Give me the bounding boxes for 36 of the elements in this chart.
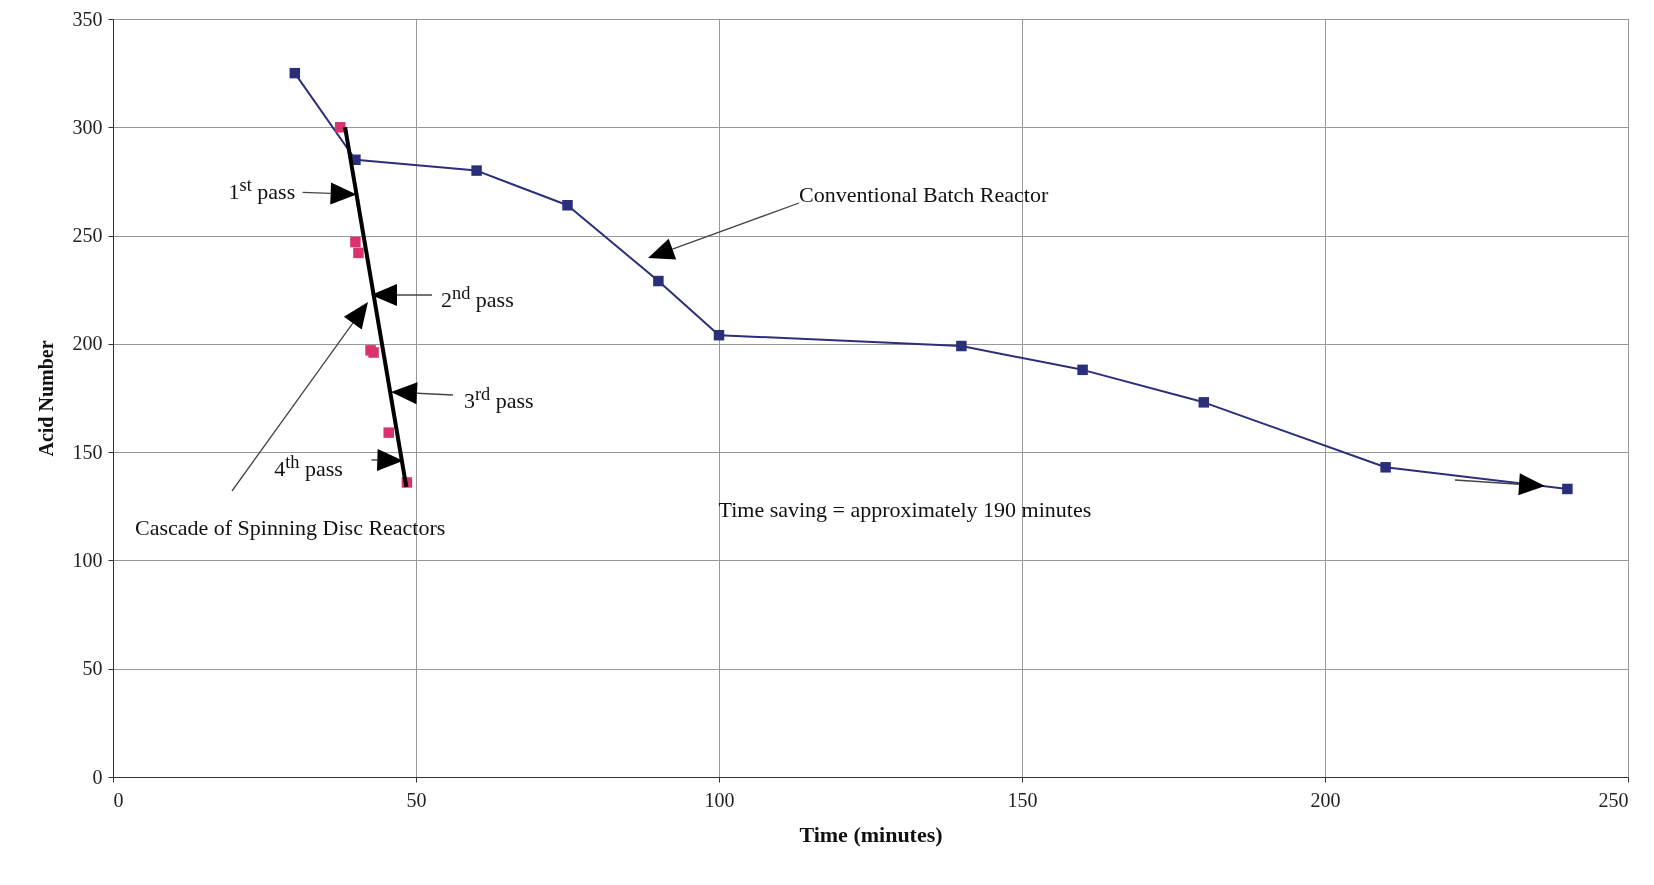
point: [1380, 462, 1391, 473]
y-tick-label: 250: [72, 224, 103, 247]
y-tick-label: 50: [82, 657, 103, 680]
point: [350, 236, 361, 248]
point: [1198, 397, 1210, 408]
annotation: 3$^{rd}$ pass: [464, 383, 534, 413]
y-axis-title: Acid Number: [34, 340, 57, 457]
annotation: Cascade of Spinning Disc Reactors: [135, 515, 446, 540]
x-tick-label: 200: [1310, 788, 1341, 811]
y-tick-label: 100: [72, 548, 103, 571]
annotation: 4$^{th}$ pass: [274, 452, 343, 482]
annotation: Time saving = approximately 190 minutes: [718, 497, 1092, 522]
point: [653, 275, 664, 287]
x-tick-label: 50: [406, 788, 427, 811]
y-tick-label: 300: [72, 115, 103, 138]
point: [1562, 483, 1573, 495]
annotation: 1$^{st}$ pass: [228, 174, 296, 205]
point: [383, 427, 394, 438]
point: [956, 340, 967, 352]
point: [353, 247, 364, 259]
point: [713, 329, 725, 341]
point: [1077, 364, 1088, 376]
x-tick-label: 100: [704, 788, 735, 811]
x-tick-label: 0: [113, 788, 124, 811]
y-tick-label: 200: [72, 332, 103, 355]
annotation: Conventional Batch Reactor: [799, 182, 1049, 207]
y-tick-label: 350: [72, 7, 103, 30]
x-tick-label: 150: [1007, 788, 1038, 811]
point: [289, 67, 301, 79]
x-axis-title: Time (minutes): [799, 821, 943, 847]
y-tick-label: 0: [92, 765, 103, 788]
annotation: 2$^{nd}$ pass: [441, 282, 514, 312]
x-tick-label: 250: [1598, 788, 1629, 811]
point: [471, 165, 482, 176]
y-tick-label: 150: [72, 440, 103, 463]
point: [562, 200, 573, 211]
